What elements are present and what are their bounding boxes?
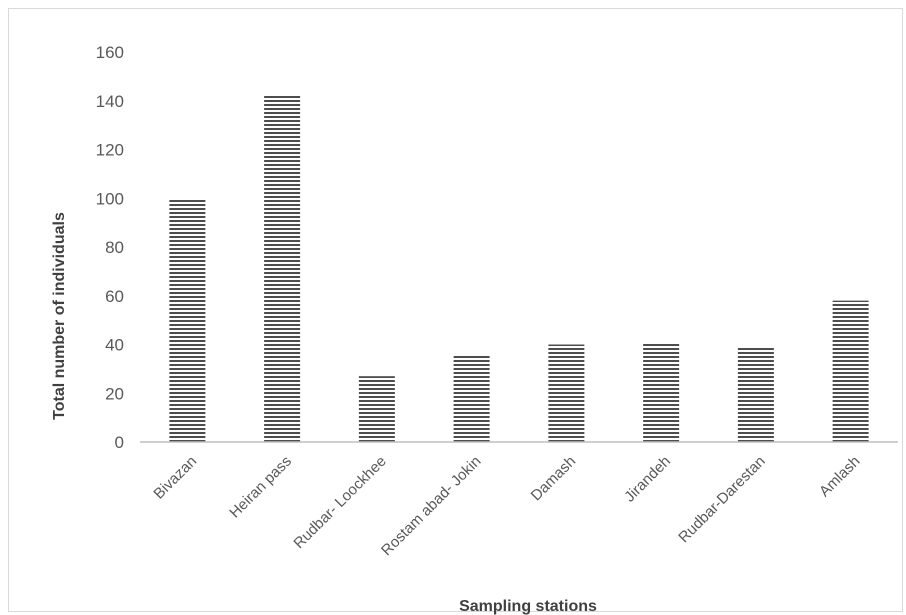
x-tick-label: Rostam abad- Jokin	[378, 453, 484, 559]
x-tick-label: Rudbar-Darestan	[675, 453, 768, 546]
x-tick-label: Jirandeh	[621, 453, 674, 506]
bar-heiran-pass	[264, 95, 301, 442]
x-tick-label: Damash	[528, 453, 580, 505]
y-tick-label: 120	[96, 141, 124, 160]
bar-rudbar-darestan	[737, 346, 774, 442]
y-tick-label: 80	[105, 238, 124, 257]
bar-rostam-abad-jokin	[453, 354, 490, 442]
bar-amlash	[832, 300, 869, 442]
y-tick-label: 20	[105, 384, 124, 403]
x-axis-title: Sampling stations	[459, 598, 597, 615]
x-tick-label: Bivazan	[150, 453, 200, 503]
bars	[169, 95, 869, 442]
y-tick-label: 40	[105, 336, 124, 355]
y-tick-label: 140	[96, 92, 124, 111]
bar-damash	[548, 344, 585, 442]
y-tick-label: 100	[96, 189, 124, 208]
x-tick-label: Heiran pass	[226, 453, 295, 522]
x-tick-label: Rudbar- Loockhee	[290, 453, 389, 552]
y-axis-ticks: 0 20 40 60 80 100 120 140 160	[96, 43, 124, 452]
bar-rudbar-loockhee	[358, 376, 395, 442]
y-tick-label: 60	[105, 287, 124, 306]
chart-frame	[8, 8, 903, 612]
bar-bivazan	[169, 198, 206, 442]
y-axis-title: Total number of individuals	[51, 212, 68, 420]
y-tick-label: 160	[96, 43, 124, 62]
bar-jirandeh	[643, 342, 680, 442]
x-tick-label: Amlash	[816, 453, 863, 500]
y-tick-label: 0	[115, 433, 124, 452]
